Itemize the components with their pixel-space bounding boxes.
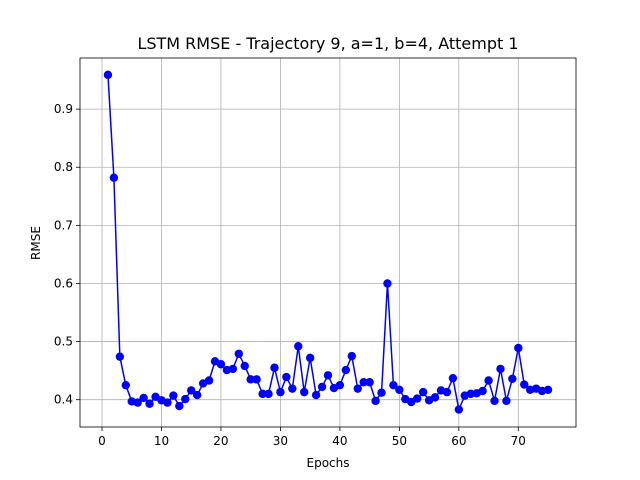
x-tick-label: 20 [213, 434, 228, 448]
data-point [543, 385, 553, 395]
data-point [252, 375, 261, 384]
y-tick-label: 0.9 [54, 102, 73, 116]
data-point [371, 396, 380, 406]
data-point [187, 386, 196, 395]
x-tick-label: 60 [451, 434, 466, 448]
grid-lines [80, 58, 576, 427]
data-point [335, 380, 345, 390]
data-point [139, 393, 148, 403]
data-point [496, 364, 505, 374]
data-point [395, 385, 404, 395]
data-point [478, 386, 487, 396]
x-tick-label: 10 [154, 434, 169, 448]
y-tick-label: 0.8 [54, 160, 73, 174]
data-point [359, 378, 368, 387]
data-point [234, 349, 243, 358]
data-point [145, 399, 154, 408]
data-point [276, 387, 285, 397]
data-point [353, 384, 362, 393]
data-point [377, 388, 386, 397]
x-tick-label: 0 [98, 434, 106, 448]
y-tick-label: 0.7 [54, 218, 73, 232]
plot-frame [79, 57, 577, 428]
data-point [442, 387, 452, 397]
y-tick-label: 0.5 [54, 335, 73, 349]
data-point [484, 376, 493, 385]
data-point [216, 360, 226, 369]
data-point [264, 389, 273, 399]
y-tick-label: 0.4 [54, 393, 73, 407]
data-point [163, 398, 172, 407]
data-point [133, 398, 142, 407]
data-point [240, 361, 249, 371]
data-point [430, 393, 440, 402]
data-point [341, 365, 351, 375]
x-axis-label: Epochs [307, 456, 350, 470]
data-point [389, 380, 398, 390]
data-point [418, 387, 428, 397]
data-point [448, 373, 458, 383]
data-point [175, 401, 184, 411]
data-point [121, 380, 130, 390]
data-point [204, 376, 214, 385]
data-point [282, 372, 291, 382]
data-point [490, 396, 499, 406]
data-point [270, 363, 279, 372]
data-point [109, 173, 119, 182]
data-point [228, 364, 238, 374]
data-point [115, 352, 125, 361]
data-point [383, 279, 392, 288]
axis-ticks: 0 10 20 30 40 50 60 70 0.4 0.5 0.6 0.7 0.8 0.9 [54, 102, 526, 448]
series-layer [103, 70, 553, 414]
x-tick-label: 50 [392, 434, 407, 448]
data-point [311, 390, 321, 400]
data-point [300, 387, 309, 397]
x-tick-label: 30 [273, 434, 288, 448]
data-point [192, 390, 202, 400]
data-point [258, 389, 267, 399]
data-point [413, 394, 422, 403]
data-point [514, 343, 523, 353]
data-point [347, 351, 356, 361]
data-point [520, 380, 529, 389]
x-tick-label: 70 [511, 434, 526, 448]
data-point [317, 382, 327, 392]
x-tick-label: 40 [332, 434, 347, 448]
y-tick-label: 0.6 [54, 276, 73, 290]
data-point [103, 70, 113, 80]
data-point [454, 405, 464, 414]
data-point [288, 384, 297, 393]
data-point [365, 378, 374, 387]
data-point [305, 353, 315, 363]
data-point [508, 374, 517, 383]
data-point [294, 342, 303, 351]
chart-title: LSTM RMSE - Trajectory 9, a=1, b=4, Atte… [137, 34, 518, 53]
data-point [502, 396, 511, 406]
data-point [246, 375, 255, 384]
y-axis-label: RMSE [29, 226, 43, 260]
data-point [169, 391, 178, 400]
data-point [181, 394, 190, 404]
data-point [323, 371, 333, 380]
